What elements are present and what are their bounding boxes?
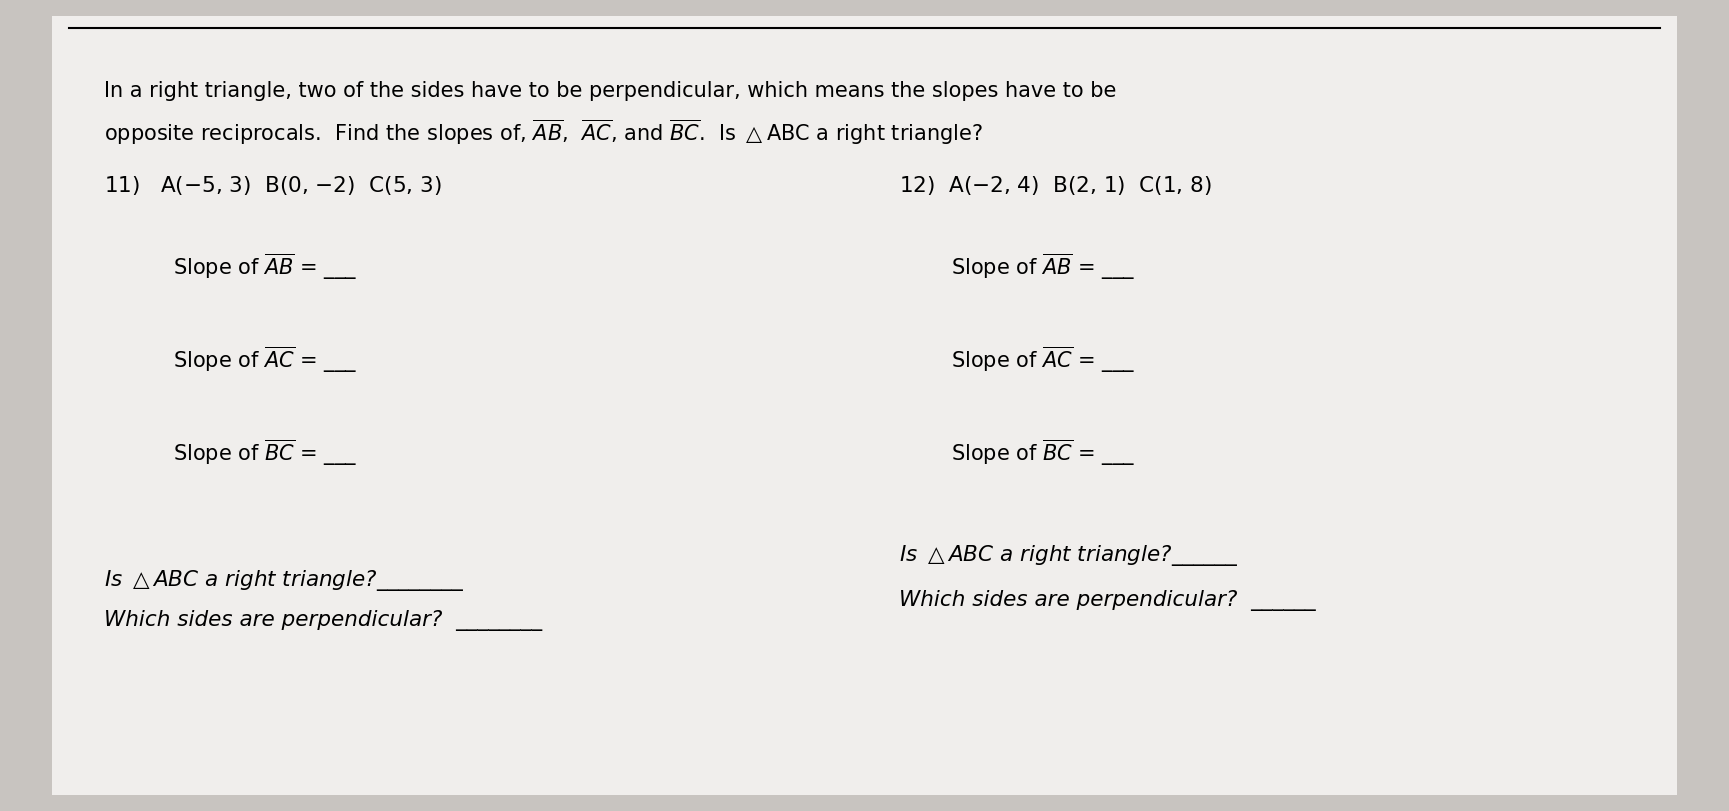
Text: Which sides are perpendicular?  ______: Which sides are perpendicular? ______ <box>899 590 1316 611</box>
Text: Slope of $\overline{AB}$ = ___: Slope of $\overline{AB}$ = ___ <box>951 251 1136 281</box>
Text: Slope of $\overline{BC}$ = ___: Slope of $\overline{BC}$ = ___ <box>951 438 1136 468</box>
Text: opposite reciprocals.  Find the slopes of, $\overline{AB}$,  $\overline{AC}$, an: opposite reciprocals. Find the slopes of… <box>104 118 982 147</box>
Text: 11)   A($-$5, 3)  B(0, $-$2)  C(5, 3): 11) A($-$5, 3) B(0, $-$2) C(5, 3) <box>104 174 441 197</box>
Text: 12)  A($-$2, 4)  B(2, 1)  C(1, 8): 12) A($-$2, 4) B(2, 1) C(1, 8) <box>899 174 1212 197</box>
Text: In a right triangle, two of the sides have to be perpendicular, which means the : In a right triangle, two of the sides ha… <box>104 81 1117 101</box>
Text: Slope of $\overline{BC}$ = ___: Slope of $\overline{BC}$ = ___ <box>173 438 358 468</box>
Text: Is $\triangle$ABC a right triangle?________: Is $\triangle$ABC a right triangle?_____… <box>104 568 463 593</box>
Text: Slope of $\overline{AC}$ = ___: Slope of $\overline{AC}$ = ___ <box>173 345 358 375</box>
Text: Slope of $\overline{AB}$ = ___: Slope of $\overline{AB}$ = ___ <box>173 251 358 281</box>
Text: Is $\triangle$ABC a right triangle?______: Is $\triangle$ABC a right triangle?_____… <box>899 543 1238 569</box>
Text: Slope of $\overline{AC}$ = ___: Slope of $\overline{AC}$ = ___ <box>951 345 1136 375</box>
FancyBboxPatch shape <box>52 16 1677 795</box>
Text: Which sides are perpendicular?  ________: Which sides are perpendicular? ________ <box>104 610 541 631</box>
